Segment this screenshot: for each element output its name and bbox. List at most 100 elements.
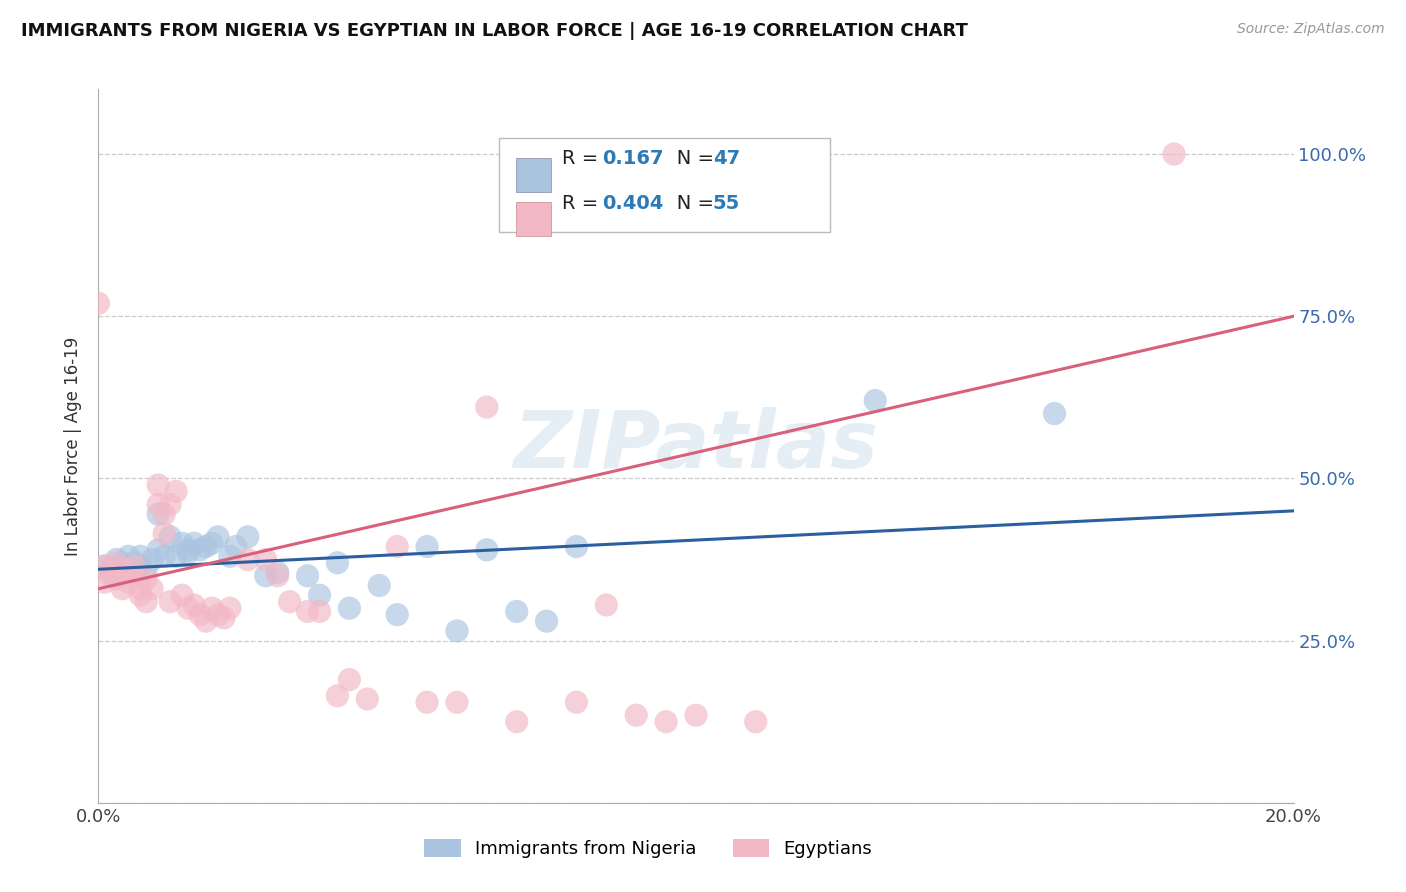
Text: ZIPatlas: ZIPatlas [513, 407, 879, 485]
Point [506, 714, 529, 729]
Point [356, 692, 378, 706]
Point [536, 614, 558, 628]
Point [188, 607, 211, 622]
Point [219, 549, 242, 564]
Point [135, 562, 157, 576]
Point [565, 540, 588, 554]
Point [207, 607, 229, 622]
Point [129, 588, 152, 602]
Point [385, 607, 409, 622]
Point [111, 559, 134, 574]
Point [148, 478, 170, 492]
Point [297, 568, 319, 582]
Point [148, 497, 170, 511]
Point [685, 708, 707, 723]
Point [745, 714, 768, 729]
Point [135, 572, 157, 586]
Point [129, 559, 152, 574]
Text: 0.404: 0.404 [602, 194, 664, 212]
Point [1163, 147, 1185, 161]
Point [117, 575, 139, 590]
Point [135, 595, 157, 609]
Point [111, 556, 134, 570]
Point [98, 568, 122, 582]
Point [153, 526, 176, 541]
Point [129, 549, 152, 564]
Point [626, 708, 648, 723]
Point [93, 559, 115, 574]
Point [105, 572, 128, 586]
Point [446, 624, 468, 638]
Point [865, 393, 887, 408]
Point [254, 552, 277, 566]
Point [225, 540, 247, 554]
Point [475, 400, 498, 414]
Point [177, 601, 200, 615]
Point [183, 598, 205, 612]
Point [183, 536, 205, 550]
Point [105, 568, 128, 582]
Text: N =: N = [658, 194, 720, 212]
Point [129, 582, 152, 596]
Point [278, 595, 301, 609]
Point [475, 542, 498, 557]
Point [416, 695, 439, 709]
Point [93, 575, 115, 590]
Point [339, 673, 361, 687]
Point [595, 598, 617, 612]
Point [267, 566, 290, 580]
Point [177, 546, 200, 560]
Point [153, 507, 176, 521]
Point [339, 601, 361, 615]
Point [159, 530, 181, 544]
Point [172, 536, 194, 550]
Point [446, 695, 468, 709]
Text: R =: R = [562, 149, 612, 168]
Point [98, 562, 122, 576]
Point [148, 507, 170, 521]
Point [207, 530, 229, 544]
Point [165, 549, 187, 564]
Point [87, 296, 110, 310]
Point [219, 601, 242, 615]
Point [267, 568, 290, 582]
Point [159, 595, 181, 609]
Point [105, 556, 128, 570]
Point [124, 568, 146, 582]
Point [98, 566, 122, 580]
Point [141, 582, 163, 596]
Point [1043, 407, 1066, 421]
Point [416, 540, 439, 554]
Point [153, 549, 176, 564]
Text: R =: R = [562, 194, 605, 212]
Point [655, 714, 678, 729]
Point [148, 542, 170, 557]
Point [297, 604, 319, 618]
Text: Source: ZipAtlas.com: Source: ZipAtlas.com [1237, 22, 1385, 37]
Point [308, 588, 330, 602]
Y-axis label: In Labor Force | Age 16-19: In Labor Force | Age 16-19 [65, 336, 83, 556]
Point [117, 549, 139, 564]
Point [124, 559, 146, 574]
Point [117, 562, 139, 576]
Point [98, 562, 122, 576]
Point [124, 566, 146, 580]
Point [117, 566, 139, 580]
Point [308, 604, 330, 618]
Point [195, 614, 218, 628]
Text: N =: N = [658, 149, 720, 168]
Point [105, 552, 128, 566]
Text: 55: 55 [713, 194, 740, 212]
Point [368, 578, 391, 592]
Point [111, 582, 134, 596]
Point [141, 552, 163, 566]
Legend: Immigrants from Nigeria, Egyptians: Immigrants from Nigeria, Egyptians [418, 831, 879, 865]
Point [236, 552, 259, 566]
Point [195, 540, 218, 554]
Text: 0.167: 0.167 [602, 149, 664, 168]
Point [236, 530, 259, 544]
Point [124, 556, 146, 570]
Point [188, 542, 211, 557]
Point [177, 542, 200, 557]
Point [201, 536, 224, 550]
